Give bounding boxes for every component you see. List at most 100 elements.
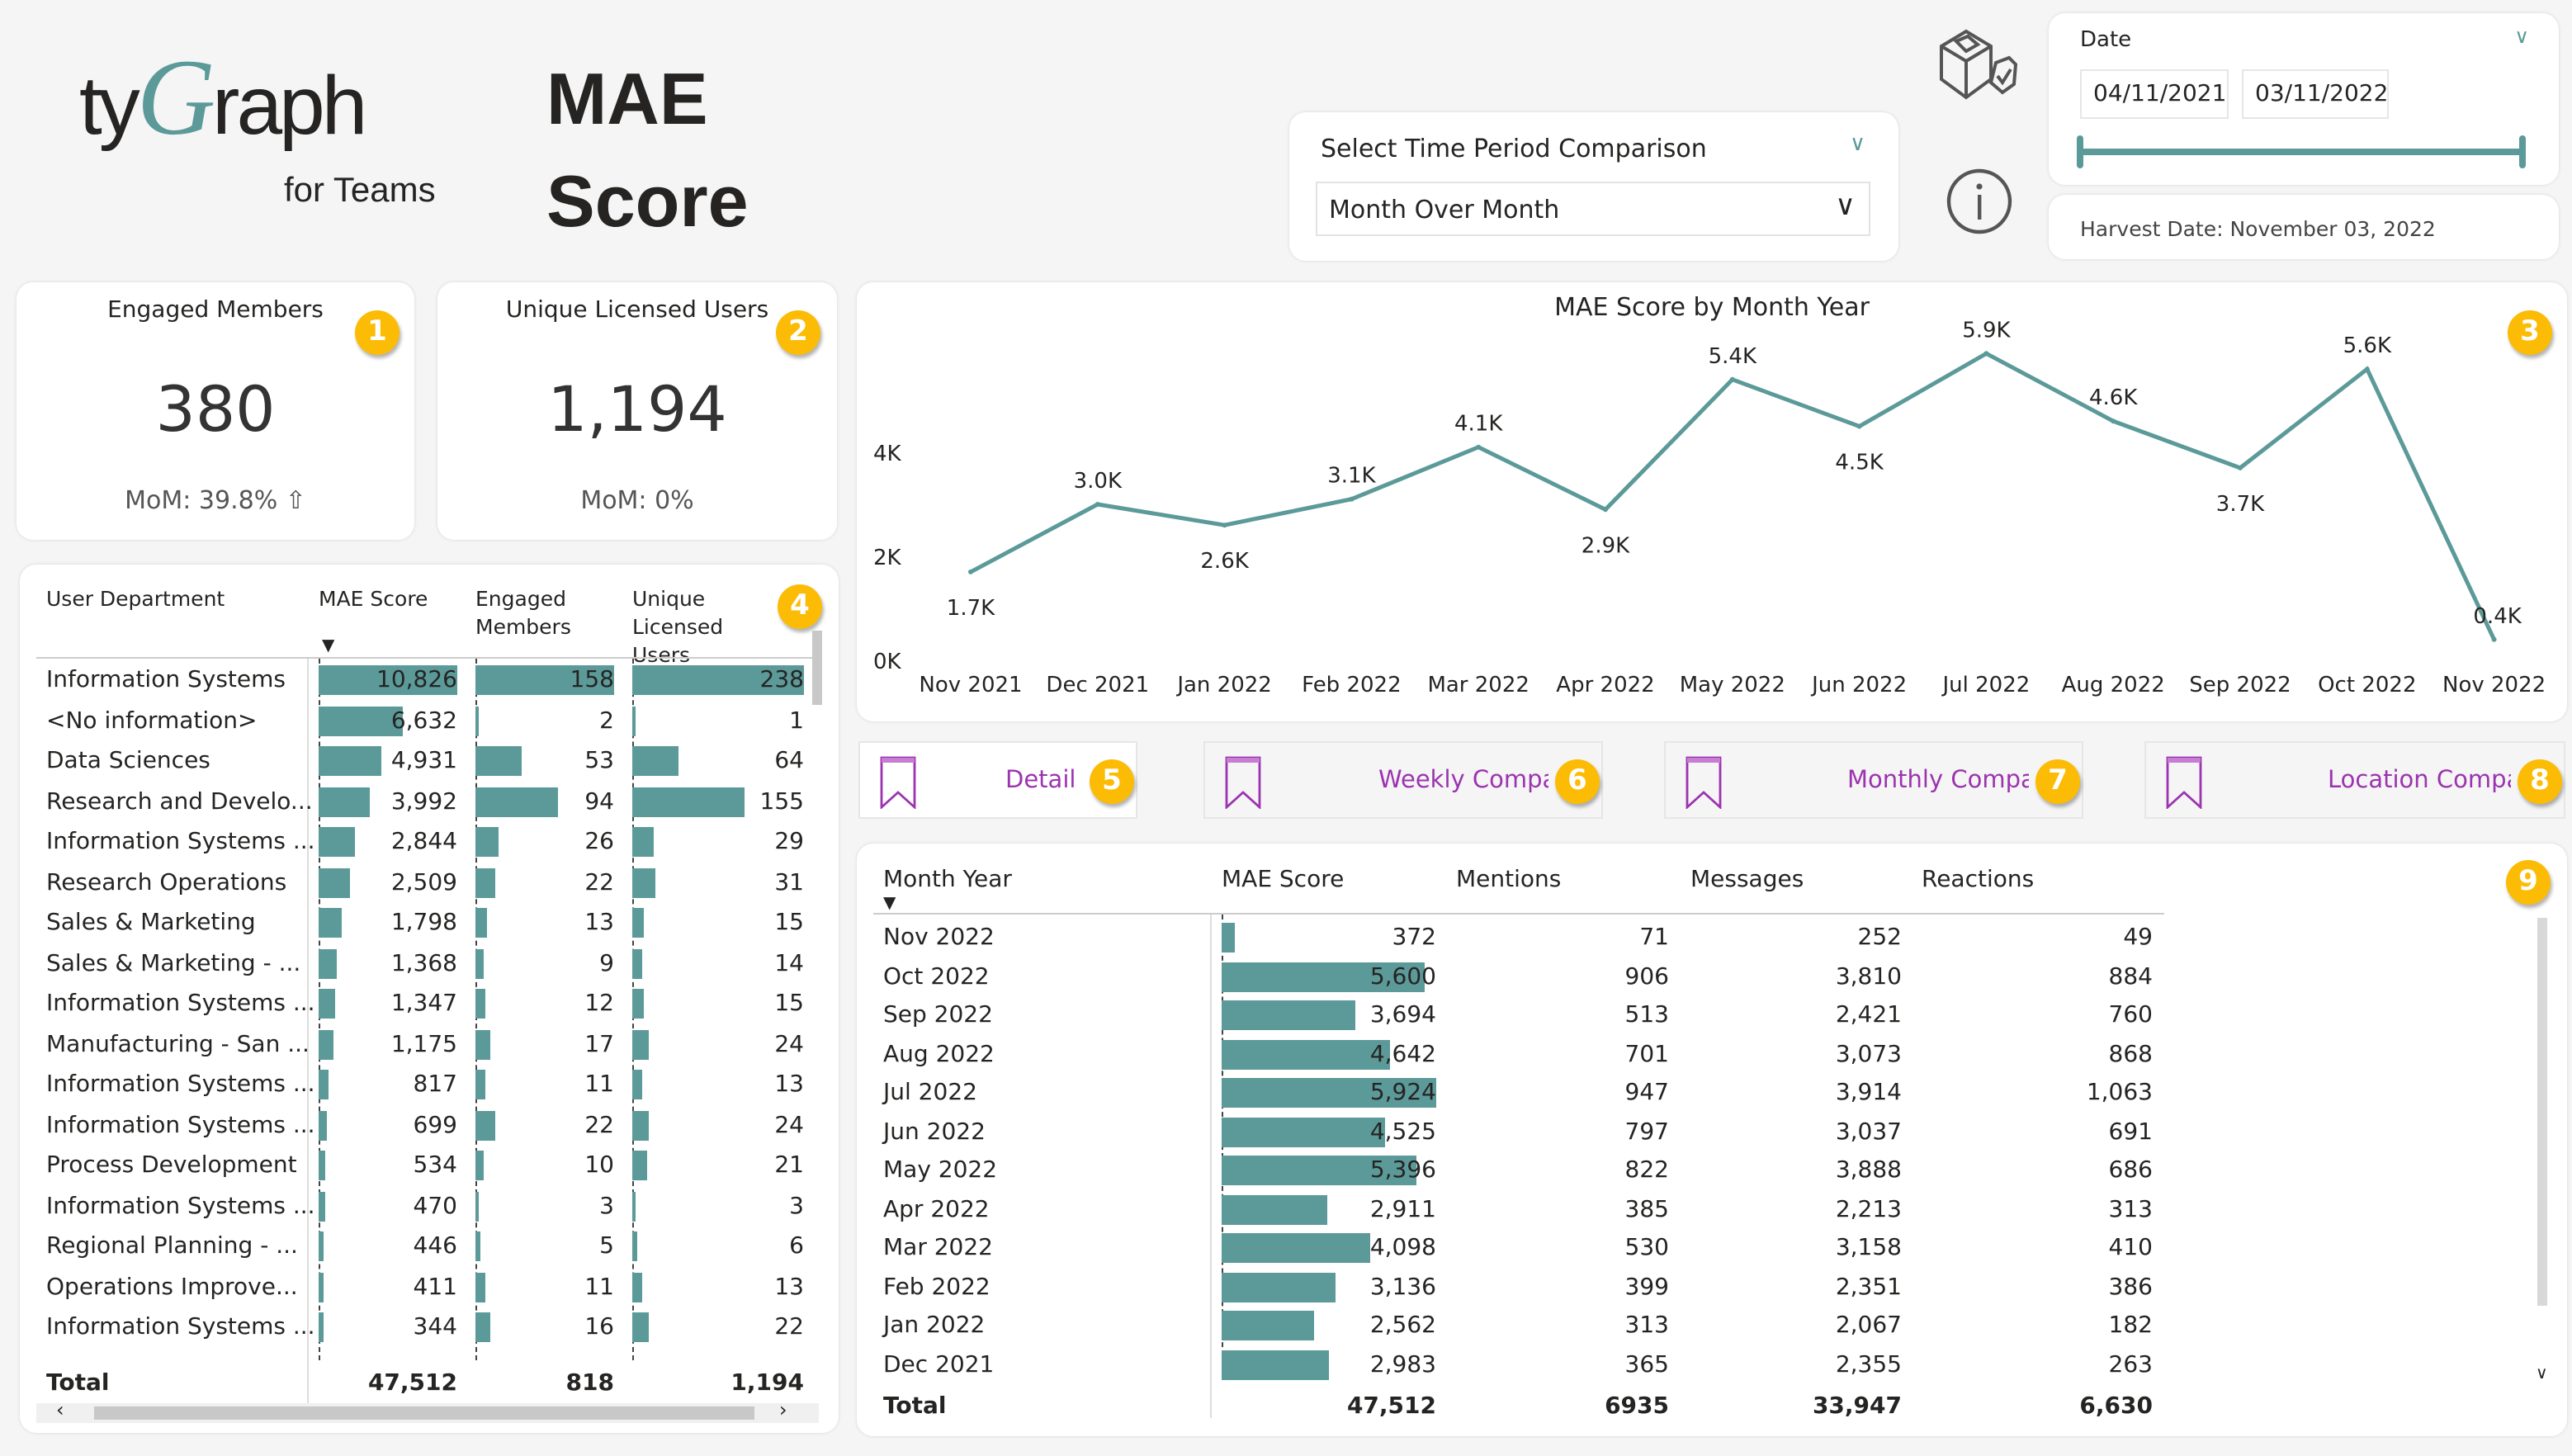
cube-shield-check-icon[interactable] bbox=[1936, 26, 2022, 106]
bookmark-button-1[interactable]: Weekly Comparison 6 bbox=[1203, 741, 1603, 819]
table-row[interactable]: Data Sciences 4,931 53 64 bbox=[20, 745, 812, 781]
table-row[interactable]: Apr 2022 2,911 385 2,213 313 bbox=[857, 1193, 2177, 1229]
scroll-right-icon[interactable]: › bbox=[779, 1398, 787, 1421]
table-row[interactable]: Research Operations 2,509 22 31 bbox=[20, 866, 812, 902]
table-row[interactable]: Jan 2022 2,562 313 2,067 182 bbox=[857, 1309, 2177, 1345]
table-row[interactable]: Nov 2022 372 71 252 49 bbox=[857, 921, 2177, 957]
cell-value: 906 bbox=[1624, 963, 1669, 990]
table-row[interactable]: Information Systems ... 699 22 24 bbox=[20, 1109, 812, 1145]
cell-value: 22 bbox=[584, 869, 614, 896]
table-row[interactable]: Information Systems ... 2,844 26 29 bbox=[20, 825, 812, 862]
x-tick-label: Nov 2022 bbox=[2442, 673, 2546, 697]
table-row[interactable]: Jun 2022 4,525 797 3,037 691 bbox=[857, 1115, 2177, 1151]
cell-value: 3,914 bbox=[1835, 1080, 1902, 1106]
department-name: Information Systems ... bbox=[46, 1071, 315, 1098]
total-label: Total bbox=[46, 1370, 110, 1397]
table-row[interactable]: Regional Planning - ... 446 5 6 bbox=[20, 1230, 812, 1266]
total-label: Total bbox=[883, 1393, 947, 1420]
bookmark-button-0[interactable]: Detail Table 5 bbox=[858, 741, 1137, 819]
header-divider bbox=[36, 657, 819, 659]
data-label: 4.1K bbox=[1454, 412, 1503, 437]
column-header-3[interactable]: Messages bbox=[1690, 867, 1804, 893]
vertical-scrollbar[interactable] bbox=[2537, 918, 2547, 1306]
callout-badge: 2 bbox=[776, 310, 820, 355]
bar-1 bbox=[475, 948, 484, 978]
column-header-0[interactable]: Month Year bbox=[883, 867, 1012, 893]
start-date-input[interactable]: 04/11/2021 bbox=[2080, 69, 2229, 119]
end-date-input[interactable]: 03/11/2022 bbox=[2242, 69, 2389, 119]
mae-bar bbox=[1222, 1311, 1315, 1340]
bar-2 bbox=[632, 1151, 648, 1180]
table-row[interactable]: Sep 2022 3,694 513 2,421 760 bbox=[857, 999, 2177, 1035]
table-row[interactable]: Sales & Marketing 1,798 13 15 bbox=[20, 906, 812, 943]
scroll-left-icon[interactable]: ‹ bbox=[56, 1398, 64, 1421]
bar-1 bbox=[475, 867, 495, 897]
slider-end-handle[interactable] bbox=[2519, 135, 2526, 168]
column-header-2[interactable]: Mentions bbox=[1456, 867, 1562, 893]
column-header-3[interactable]: Unique Licensed Users bbox=[632, 586, 724, 667]
table-row[interactable]: Jul 2022 5,924 947 3,914 1,063 bbox=[857, 1076, 2177, 1113]
table-row[interactable]: Information Systems ... 470 3 3 bbox=[20, 1189, 812, 1226]
column-header-1[interactable]: MAE Score bbox=[319, 586, 428, 611]
table-row[interactable]: Feb 2022 3,136 399 2,351 386 bbox=[857, 1270, 2177, 1307]
sort-desc-icon[interactable]: ▼ bbox=[883, 895, 896, 913]
bookmark-button-2[interactable]: Monthly Comparison7 bbox=[1664, 741, 2083, 819]
bar-1 bbox=[475, 1312, 489, 1342]
cell-value: 372 bbox=[1392, 924, 1436, 951]
month-label: Oct 2022 bbox=[883, 963, 990, 990]
table-row[interactable]: Mar 2022 4,098 530 3,158 410 bbox=[857, 1231, 2177, 1268]
column-header-0[interactable]: User Department bbox=[46, 586, 225, 611]
column-header-4[interactable]: Reactions bbox=[1922, 867, 2035, 893]
bar-0 bbox=[319, 948, 337, 978]
table-row[interactable]: Information Systems ... 1,347 12 15 bbox=[20, 987, 812, 1023]
data-label: 5.6K bbox=[2343, 333, 2392, 358]
table-row[interactable]: Oct 2022 5,600 906 3,810 884 bbox=[857, 960, 2177, 996]
data-point bbox=[1729, 376, 1735, 382]
table-row[interactable]: Information Systems 10,826 158 238 bbox=[20, 664, 812, 700]
cell-value: 5 bbox=[599, 1233, 614, 1260]
slider-start-handle[interactable] bbox=[2077, 135, 2083, 168]
table-row[interactable]: Research and Develo... 3,992 94 155 bbox=[20, 785, 812, 821]
info-icon[interactable] bbox=[1945, 167, 2014, 236]
table-row[interactable]: Sales & Marketing - ... 1,368 9 14 bbox=[20, 947, 812, 983]
slicer-label: Select Time Period Comparison bbox=[1321, 134, 1707, 163]
callout-badge: 8 bbox=[2518, 759, 2562, 804]
time-period-dropdown[interactable]: Month Over Month ∨ bbox=[1316, 182, 1870, 236]
total-row: Total 47,512 6935 33,947 6,630 bbox=[857, 1390, 2177, 1426]
table-row[interactable]: Information Systems ... 817 11 13 bbox=[20, 1068, 812, 1104]
sort-desc-icon[interactable]: ▼ bbox=[322, 637, 335, 655]
table-row[interactable]: Process Development 534 10 21 bbox=[20, 1149, 812, 1185]
table-row[interactable]: Information Systems ... 344 16 22 bbox=[20, 1311, 812, 1347]
cell-value: 760 bbox=[2108, 1002, 2153, 1028]
cell-value: 1 bbox=[789, 707, 804, 734]
table-row[interactable]: Operations Improve... 411 11 13 bbox=[20, 1270, 812, 1307]
kpi-mom: MoM: 0% bbox=[580, 485, 694, 515]
mae-bar bbox=[1222, 1156, 1417, 1185]
bar-2 bbox=[632, 706, 636, 735]
table-row[interactable]: Aug 2022 4,642 701 3,073 868 bbox=[857, 1038, 2177, 1074]
chevron-down-icon[interactable]: ∨ bbox=[1849, 132, 1865, 157]
callout-badge: 7 bbox=[2035, 759, 2080, 804]
bookmark-button-3[interactable]: Location Comparison 8 bbox=[2144, 741, 2565, 819]
scrollbar-thumb[interactable] bbox=[94, 1406, 754, 1420]
cell-value: 686 bbox=[2108, 1157, 2153, 1184]
cell-value: 29 bbox=[774, 829, 804, 855]
cell-value: 15 bbox=[774, 990, 804, 1017]
x-tick-label: Apr 2022 bbox=[1556, 673, 1654, 697]
date-range-slider[interactable] bbox=[2080, 149, 2524, 155]
scroll-down-icon[interactable]: ∨ bbox=[2536, 1365, 2548, 1383]
table-row[interactable]: Dec 2021 2,983 365 2,355 263 bbox=[857, 1348, 2177, 1384]
cell-value: 15 bbox=[774, 910, 804, 936]
column-header-2[interactable]: Engaged Members bbox=[475, 586, 571, 639]
line-chart: 0K 2K 4K 1.7K Nov 2021 3.0K Dec 2021 2.6K Jan 20… bbox=[873, 318, 2546, 697]
table-row[interactable]: Manufacturing - San ... 1,175 17 24 bbox=[20, 1028, 812, 1064]
table-row[interactable]: <No information> 6,632 2 1 bbox=[20, 704, 812, 740]
data-label: 5.9K bbox=[1962, 318, 2011, 343]
chevron-down-icon[interactable]: ∨ bbox=[2514, 25, 2529, 48]
table-row[interactable]: May 2022 5,396 822 3,888 686 bbox=[857, 1154, 2177, 1190]
column-header-1[interactable]: MAE Score bbox=[1222, 867, 1345, 893]
page-title-line: Score bbox=[546, 162, 749, 243]
vertical-scrollbar[interactable] bbox=[812, 631, 822, 705]
department-name: Data Sciences bbox=[46, 748, 210, 774]
